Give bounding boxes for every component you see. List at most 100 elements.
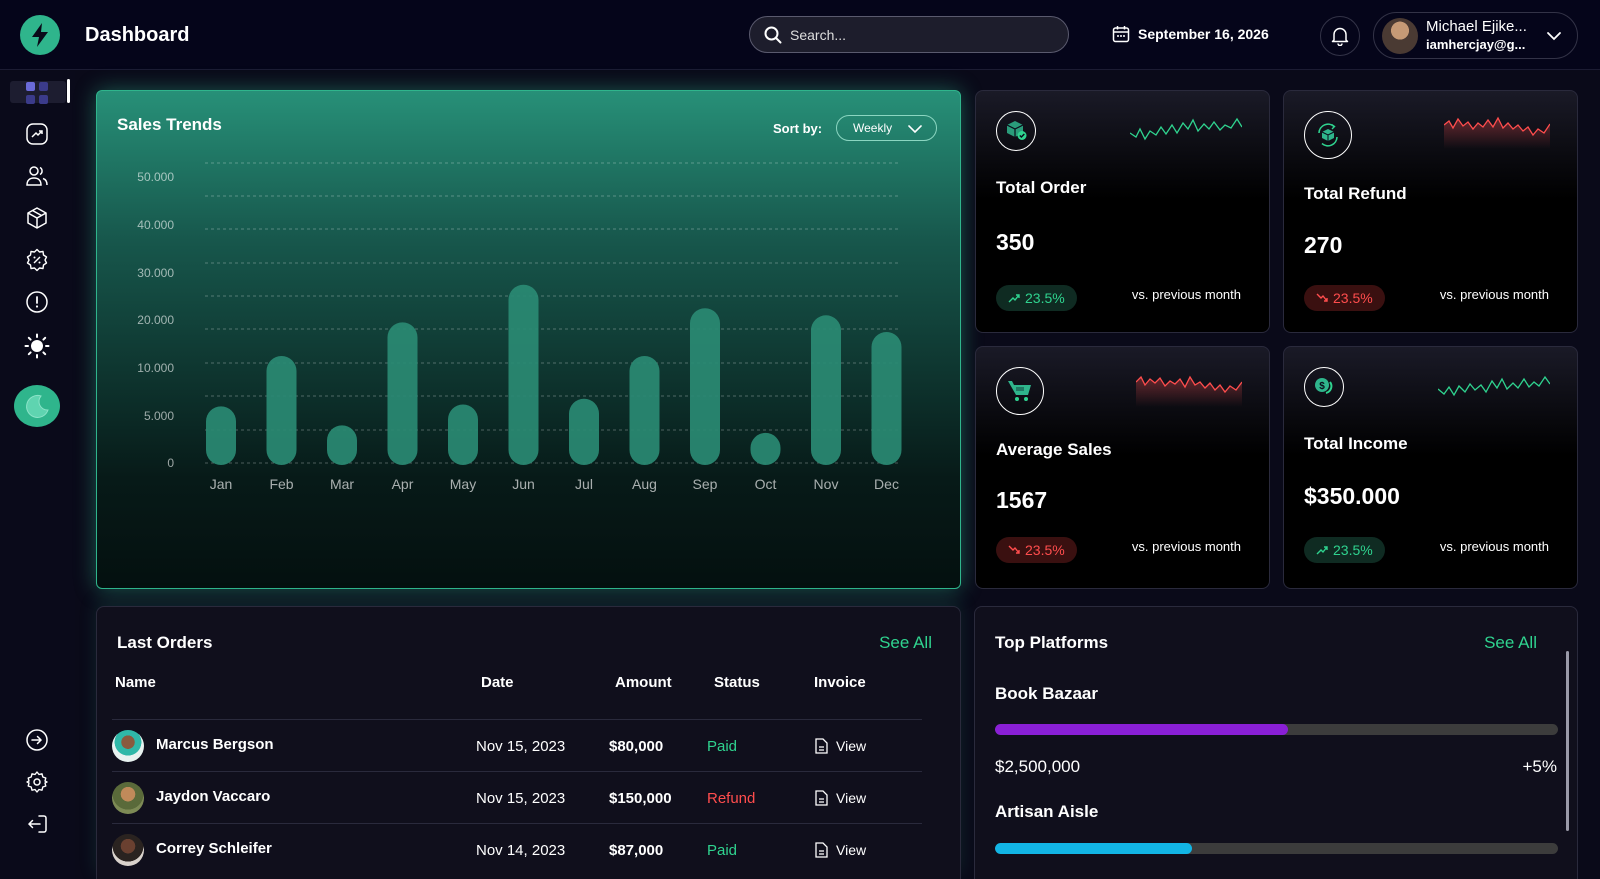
platform-amount: $2,500,000 — [995, 757, 1081, 776]
status-badge: Paid — [707, 738, 738, 755]
x-tick-label: Nov — [814, 476, 839, 492]
sidebar-item-discounts[interactable] — [23, 246, 51, 274]
order-date: Nov 15, 2023 — [476, 738, 566, 755]
sidebar-item-settings[interactable] — [23, 768, 51, 796]
status-badge: Paid — [707, 842, 738, 859]
y-tick-label: 10.000 — [137, 361, 174, 375]
stat-value: 350 — [996, 229, 1035, 255]
sparkline-average-sales — [1136, 375, 1242, 407]
page-title: Dashboard — [85, 24, 190, 46]
search-input[interactable] — [790, 26, 1040, 43]
trend-up-icon — [1316, 546, 1328, 555]
table-row[interactable]: Marcus Bergson Nov 15, 2023 $80,000 Paid… — [112, 719, 922, 771]
gear-icon — [26, 771, 48, 793]
y-tick-label: 20.000 — [137, 313, 174, 327]
sidebar — [0, 71, 75, 879]
trend-down-icon — [1008, 545, 1020, 554]
platform-change: +5% — [1522, 757, 1558, 776]
sales-bar-chart: 0 5.000 10.000 20.000 30.000 40.000 50.000 Jan F… — [137, 162, 902, 492]
customer-name: Correy Schleifer — [156, 840, 272, 857]
y-tick-label: 30.000 — [137, 266, 174, 280]
stat-value: 1567 — [996, 487, 1048, 513]
chevron-down-icon[interactable] — [1545, 27, 1563, 45]
platform-name: Artisan Aisle — [995, 802, 1099, 821]
refund-box-icon — [1304, 111, 1352, 159]
column-header-date: Date — [481, 674, 514, 691]
table-row[interactable]: Correy Schleifer Nov 14, 2023 $87,000 Pa… — [112, 823, 922, 875]
x-tick-label: Aug — [632, 476, 657, 492]
view-invoice-button[interactable]: View — [814, 842, 866, 858]
sort-dropdown[interactable]: Weekly — [836, 115, 937, 141]
view-invoice-button[interactable]: View — [814, 738, 866, 754]
stat-comparison: vs. previous month — [1131, 287, 1241, 302]
sort-by-label: Sort by: — [773, 121, 823, 136]
stat-change-value: 23.5% — [1333, 542, 1373, 558]
column-header-name: Name — [115, 674, 156, 691]
sidebar-item-users[interactable] — [23, 162, 51, 190]
stat-change-badge: 23.5% — [1304, 537, 1385, 563]
sidebar-item-login[interactable] — [23, 726, 51, 754]
calendar-icon — [1112, 26, 1130, 43]
sidebar-item-logout[interactable] — [23, 810, 51, 838]
trend-chart-icon — [26, 123, 48, 145]
customer-name: Jaydon Vaccaro — [156, 788, 271, 805]
document-icon — [815, 842, 828, 858]
sales-trends-card: 0 5.000 10.000 20.000 30.000 40.000 50.000 Jan F… — [96, 90, 961, 589]
sidebar-active-indicator — [67, 79, 70, 103]
chart-bar-oct — [750, 432, 781, 465]
chart-bar-apr — [387, 322, 418, 465]
avatar — [112, 834, 144, 866]
order-amount: $80,000 — [609, 738, 664, 755]
date-text: September 16, 2026 — [1138, 26, 1269, 42]
chart-bar-sep — [690, 308, 720, 465]
x-tick-label: Feb — [269, 476, 293, 492]
dark-mode-toggle[interactable] — [14, 385, 60, 427]
stat-card-average-sales: Average Sales 1567 23.5% vs. previous mo… — [975, 346, 1270, 589]
platform-progress-fill — [995, 724, 1288, 735]
stat-change-badge: 23.5% — [1304, 285, 1385, 311]
login-arrow-icon — [26, 729, 48, 751]
sparkline-total-order — [1130, 117, 1242, 141]
notification-button[interactable] — [1320, 16, 1360, 56]
x-tick-label: Dec — [874, 476, 899, 492]
user-menu[interactable]: Michael Ejike... iamhercjay@g... — [1373, 12, 1578, 59]
search-icon — [764, 26, 782, 43]
stat-change-value: 23.5% — [1025, 290, 1065, 306]
y-tick-label: 50.000 — [137, 170, 174, 184]
user-name: Michael Ejike... — [1426, 18, 1527, 35]
sidebar-item-alerts[interactable] — [23, 288, 51, 316]
view-label: View — [836, 842, 867, 858]
stat-title: Average Sales — [996, 440, 1112, 459]
table-row[interactable]: Jaydon Vaccaro Nov 15, 2023 $150,000 Ref… — [112, 771, 922, 823]
sidebar-item-dashboard[interactable] — [23, 79, 51, 107]
view-label: View — [836, 738, 867, 754]
sidebar-item-products[interactable] — [23, 204, 51, 232]
sidebar-active-bg — [10, 81, 66, 103]
y-tick-label: 40.000 — [137, 218, 174, 232]
stat-comparison: vs. previous month — [1131, 539, 1241, 554]
document-icon — [815, 790, 828, 806]
stat-change-badge: 23.5% — [996, 285, 1077, 311]
platforms-scrollbar[interactable] — [1566, 651, 1569, 831]
svg-text:$: $ — [1319, 381, 1325, 392]
logo-lightning-icon[interactable] — [20, 15, 60, 55]
orders-see-all-link[interactable]: See All — [879, 633, 932, 652]
sales-trends-title: Sales Trends — [117, 115, 222, 134]
date-display: September 16, 2026 — [1112, 25, 1269, 43]
platforms-see-all-link[interactable]: See All — [1484, 633, 1537, 652]
x-tick-label: Jan — [210, 476, 233, 492]
light-mode-toggle[interactable] — [23, 332, 51, 360]
user-email: iamhercjay@g... — [1426, 36, 1526, 52]
order-date: Nov 14, 2023 — [476, 842, 566, 859]
last-orders-title: Last Orders — [117, 633, 213, 652]
top-platforms-title: Top Platforms — [995, 633, 1109, 652]
sidebar-item-analytics[interactable] — [23, 120, 51, 148]
search-box[interactable] — [749, 16, 1069, 53]
column-header-status: Status — [714, 674, 760, 691]
chart-bar-jan — [206, 406, 236, 465]
stat-title: Total Order — [996, 178, 1087, 197]
view-invoice-button[interactable]: View — [814, 790, 866, 806]
platform-progress-fill — [995, 843, 1193, 854]
chart-bar-jul — [569, 398, 599, 465]
